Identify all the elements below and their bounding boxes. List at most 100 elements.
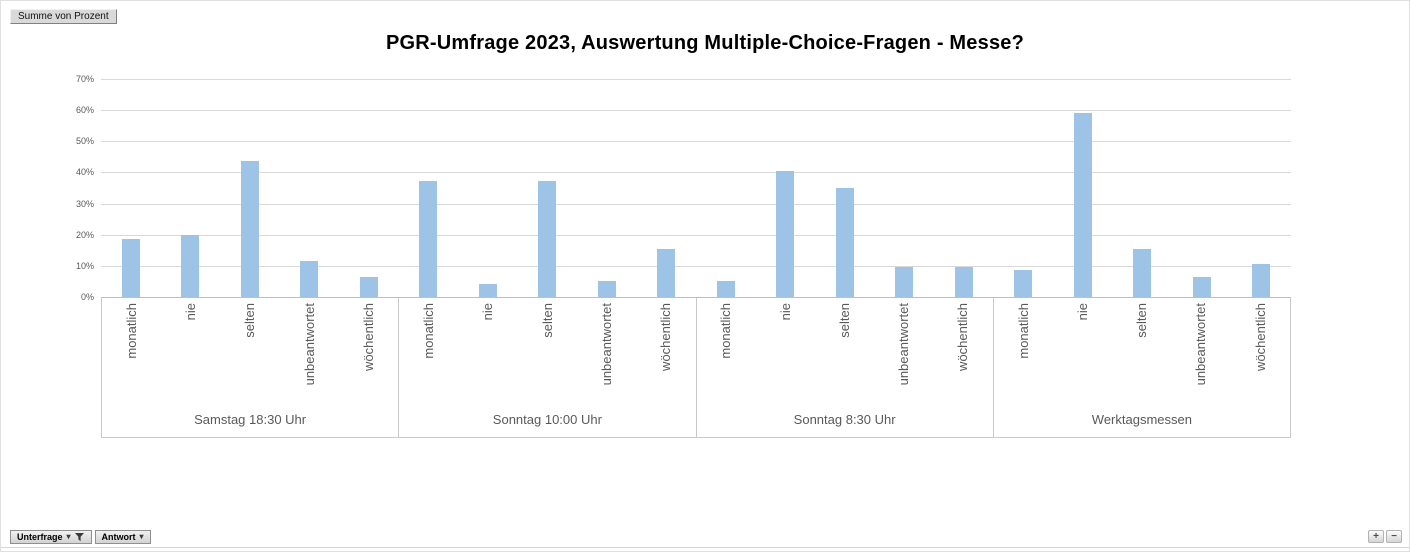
gridline bbox=[101, 204, 1291, 205]
group-label: Sonntag 10:00 Uhr bbox=[492, 412, 602, 427]
bar bbox=[300, 261, 319, 297]
category-label: selten bbox=[242, 303, 258, 338]
sort-caret-icon: ▾ bbox=[66, 532, 71, 541]
bar-group bbox=[696, 79, 994, 297]
bar bbox=[657, 248, 676, 297]
gridline bbox=[101, 110, 1291, 111]
category-label: nie bbox=[480, 303, 496, 321]
category-label-row: monatlich nie selten unbeantwortet wöchentli… bbox=[994, 298, 1290, 402]
bar-slot bbox=[458, 79, 518, 297]
group-cell: monatlich nie selten unbeantwortet wöchentli… bbox=[992, 298, 1291, 437]
category-label-slot: selten bbox=[221, 298, 280, 402]
category-label-slot: monatlich bbox=[994, 298, 1053, 402]
chart-title: PGR-Umfrage 2023, Auswertung Multiple-Ch… bbox=[385, 32, 1025, 54]
category-label-slot: monatlich bbox=[102, 298, 161, 402]
y-tick-label: 40% bbox=[75, 167, 94, 178]
expand-button[interactable]: + bbox=[1368, 530, 1384, 543]
bar bbox=[895, 267, 914, 297]
bar bbox=[478, 283, 497, 297]
bar-slot bbox=[756, 79, 816, 297]
category-label-row: monatlich nie selten unbeantwortet wöchentli… bbox=[697, 298, 993, 402]
field-button-unterfrage[interactable]: Unterfrage ▾ bbox=[10, 530, 92, 544]
category-label-slot: unbeantwortet bbox=[1172, 298, 1231, 402]
gridline bbox=[101, 235, 1291, 236]
bar-slot bbox=[339, 79, 399, 297]
category-label-slot: unbeantwortet bbox=[874, 298, 933, 402]
gridline bbox=[101, 172, 1291, 173]
category-label: monatlich bbox=[123, 303, 139, 359]
bar-group bbox=[101, 79, 399, 297]
category-label-row: monatlich nie selten unbeantwortet wöchentli… bbox=[399, 298, 695, 402]
bar bbox=[776, 170, 795, 297]
y-tick-label: 30% bbox=[75, 198, 94, 209]
bar bbox=[835, 187, 854, 297]
collapse-button[interactable]: − bbox=[1386, 530, 1402, 543]
category-label-slot: wöchentlich bbox=[339, 298, 398, 402]
bar-group bbox=[399, 79, 697, 297]
dropdown-arrow-icon: ▾ bbox=[139, 532, 144, 541]
bar-slot bbox=[280, 79, 340, 297]
category-label: wöchentlich bbox=[360, 303, 376, 371]
bottom-divider bbox=[1, 547, 1409, 548]
y-tick-label: 70% bbox=[75, 74, 94, 84]
bar bbox=[1133, 248, 1152, 297]
bar bbox=[419, 181, 438, 297]
bar bbox=[1192, 277, 1211, 297]
category-label-slot: nie bbox=[161, 298, 220, 402]
group-cell: monatlich nie selten unbeantwortet wöchentli… bbox=[398, 298, 695, 437]
bar bbox=[597, 280, 616, 297]
gridline bbox=[101, 79, 1291, 80]
bar bbox=[121, 238, 140, 297]
category-label-slot: selten bbox=[1112, 298, 1171, 402]
value-field-button[interactable]: Summe von Prozent bbox=[10, 9, 117, 24]
field-button-label: Unterfrage bbox=[17, 532, 63, 542]
category-label: wöchentlich bbox=[658, 303, 674, 371]
bar bbox=[359, 277, 378, 297]
category-label: wöchentlich bbox=[955, 303, 971, 371]
y-axis: 70% 60% 50% 40% 30% 20% 10% 0% bbox=[1, 74, 94, 302]
category-label-slot: selten bbox=[815, 298, 874, 402]
category-axis: monatlich nie selten unbeantwortet wöchentli… bbox=[101, 298, 1291, 438]
bar bbox=[1014, 270, 1033, 297]
bar-slot bbox=[577, 79, 637, 297]
bar bbox=[1252, 263, 1271, 297]
category-label-slot: nie bbox=[1053, 298, 1112, 402]
category-label-slot: monatlich bbox=[697, 298, 756, 402]
bar-slot bbox=[1172, 79, 1232, 297]
bar bbox=[1073, 112, 1092, 297]
pivot-field-bar: Unterfrage ▾ Antwort ▾ bbox=[10, 530, 151, 544]
bar-slot bbox=[101, 79, 161, 297]
category-label: unbeantwortet bbox=[301, 303, 317, 386]
y-tick-label: 10% bbox=[75, 260, 94, 271]
filter-funnel-icon bbox=[74, 532, 84, 541]
category-label: monatlich bbox=[1015, 303, 1031, 359]
y-tick-label: 60% bbox=[75, 105, 94, 116]
bar bbox=[181, 234, 200, 297]
plot-area bbox=[101, 79, 1291, 298]
y-tick-label: 20% bbox=[75, 229, 94, 240]
category-label-slot: wöchentlich bbox=[934, 298, 993, 402]
bar bbox=[954, 267, 973, 297]
gridline bbox=[101, 266, 1291, 267]
y-tick-label: 50% bbox=[75, 136, 94, 147]
category-label-slot: wöchentlich bbox=[1231, 298, 1290, 402]
field-button-antwort[interactable]: Antwort ▾ bbox=[94, 530, 151, 544]
bar-slot bbox=[696, 79, 756, 297]
category-label: unbeantwortet bbox=[1193, 303, 1209, 386]
category-label-slot: nie bbox=[756, 298, 815, 402]
group-cell: monatlich nie selten unbeantwortet wöchentli… bbox=[695, 298, 993, 437]
group-cell: monatlich nie selten unbeantwortet wöchentli… bbox=[101, 298, 398, 437]
bar-slot bbox=[161, 79, 221, 297]
bar-group bbox=[994, 79, 1292, 297]
expand-collapse-buttons: + − bbox=[1368, 530, 1402, 543]
category-label: monatlich bbox=[718, 303, 734, 359]
category-label: selten bbox=[836, 303, 852, 338]
category-label: unbeantwortet bbox=[896, 303, 912, 386]
category-label: monatlich bbox=[421, 303, 437, 359]
category-label: nie bbox=[183, 303, 199, 321]
category-label: nie bbox=[777, 303, 793, 321]
group-label: Sonntag 8:30 Uhr bbox=[793, 412, 896, 427]
category-label-slot: unbeantwortet bbox=[577, 298, 636, 402]
category-label: selten bbox=[539, 303, 555, 338]
